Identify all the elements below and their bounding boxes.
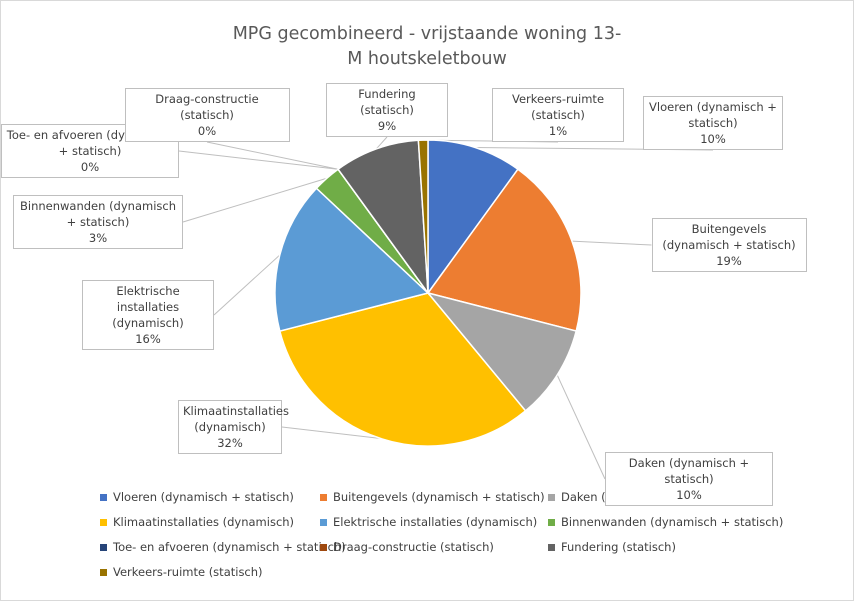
legend-label: Toe- en afvoeren (dynamisch + statisch) [113, 540, 346, 554]
data-label-name: Klimaatinstallaties (dynamisch) [183, 404, 289, 434]
legend-label: Buitengevels (dynamisch + statisch) [333, 490, 545, 504]
data-label: Klimaatinstallaties (dynamisch) 32% [178, 400, 289, 454]
data-label-value: 10% [700, 132, 726, 146]
leader-line [213, 254, 281, 316]
data-label: Fundering (statisch) 9% [326, 83, 448, 137]
data-label: Verkeers-ruimte (statisch) 1% [492, 88, 624, 142]
data-label: Vloeren (dynamisch + statisch) 10% [643, 96, 783, 150]
data-label-name: Verkeers-ruimte (statisch) [511, 92, 605, 122]
data-label-value: 0% [197, 124, 217, 138]
data-label: Buitengevels (dynamisch + statisch) 19% [651, 218, 807, 272]
data-label-value: 0% [80, 160, 100, 174]
chart-title: MPG gecombineerd - vrijstaande woning 13… [232, 24, 622, 69]
legend: Vloeren (dynamisch + statisch) Buitengeve… [100, 490, 800, 579]
pie-slice [417, 139, 429, 294]
data-label: Draag-constructie (statisch) 0% [124, 88, 290, 142]
pie-slice [427, 139, 519, 296]
legend-swatch [320, 543, 327, 551]
data-label-value: 32% [217, 436, 243, 450]
leader-line [556, 374, 606, 480]
leader-line [206, 141, 339, 170]
leader-line [571, 240, 652, 246]
pie-slice [337, 139, 429, 296]
legend-label: Elektrische installaties (dynamisch) [333, 515, 538, 529]
pie-slice [274, 187, 430, 332]
legend-swatch [548, 493, 555, 501]
data-label-name: Binnenwanden (dynamisch + statisch) [19, 199, 176, 229]
legend-swatch [320, 518, 327, 526]
legend-item: Draag-constructie (statisch) [320, 540, 548, 554]
legend-item: Buitengevels (dynamisch + statisch) [320, 490, 548, 504]
pie-slice [278, 292, 527, 447]
data-label-value: 10% [676, 488, 702, 502]
legend-swatch [548, 518, 555, 526]
pie-slice [426, 168, 582, 332]
data-label: Daken (dynamisch + statisch) 10% [605, 452, 773, 506]
legend-label: Draag-constructie (statisch) [333, 540, 494, 554]
legend-item: Klimaatinstallaties (dynamisch) [100, 515, 320, 529]
pie-slice [425, 291, 578, 412]
legend-swatch [548, 543, 555, 551]
data-label: Elektrische installaties (dynamisch) 16% [82, 280, 214, 350]
legend-label: Binnenwanden (dynamisch + statisch) [561, 515, 784, 529]
data-label: Binnenwanden (dynamisch + statisch) 3% [13, 195, 183, 249]
legend-label: Verkeers-ruimte (statisch) [113, 565, 263, 579]
legend-item: Fundering (statisch) [548, 540, 788, 554]
legend-swatch [100, 518, 107, 526]
data-label-value: 1% [548, 124, 568, 138]
data-label-value: 16% [135, 332, 161, 346]
legend-swatch [320, 493, 327, 501]
leader-line [182, 177, 327, 223]
legend-label: Fundering (statisch) [561, 540, 676, 554]
legend-item: Binnenwanden (dynamisch + statisch) [548, 515, 788, 529]
data-label-name: Vloeren (dynamisch + statisch) [649, 100, 777, 130]
leader-line [375, 136, 388, 150]
data-label-value: 3% [88, 231, 108, 245]
legend-item: Vloeren (dynamisch + statisch) [100, 490, 320, 504]
legend-swatch [100, 543, 107, 551]
data-label-value: 9% [377, 119, 397, 133]
leader-line [281, 426, 381, 440]
data-label-name: Draag-constructie (statisch) [155, 92, 259, 122]
data-label-name: Daken (dynamisch + statisch) [628, 456, 750, 486]
data-label-name: Buitengevels (dynamisch + statisch) [662, 222, 796, 252]
leader-line [178, 150, 339, 170]
legend-item: Verkeers-ruimte (statisch) [100, 565, 320, 579]
data-label-value: 19% [716, 254, 742, 268]
legend-item: Toe- en afvoeren (dynamisch + statisch) [100, 540, 346, 554]
legend-swatch [100, 493, 107, 501]
data-label-name: Fundering (statisch) [358, 87, 416, 117]
legend-label: Klimaatinstallaties (dynamisch) [113, 515, 295, 529]
legend-swatch [100, 568, 107, 576]
legend-item: Elektrische installaties (dynamisch) [320, 515, 548, 529]
legend-label: Vloeren (dynamisch + statisch) [113, 490, 294, 504]
data-label-name: Elektrische installaties (dynamisch) [112, 284, 184, 330]
